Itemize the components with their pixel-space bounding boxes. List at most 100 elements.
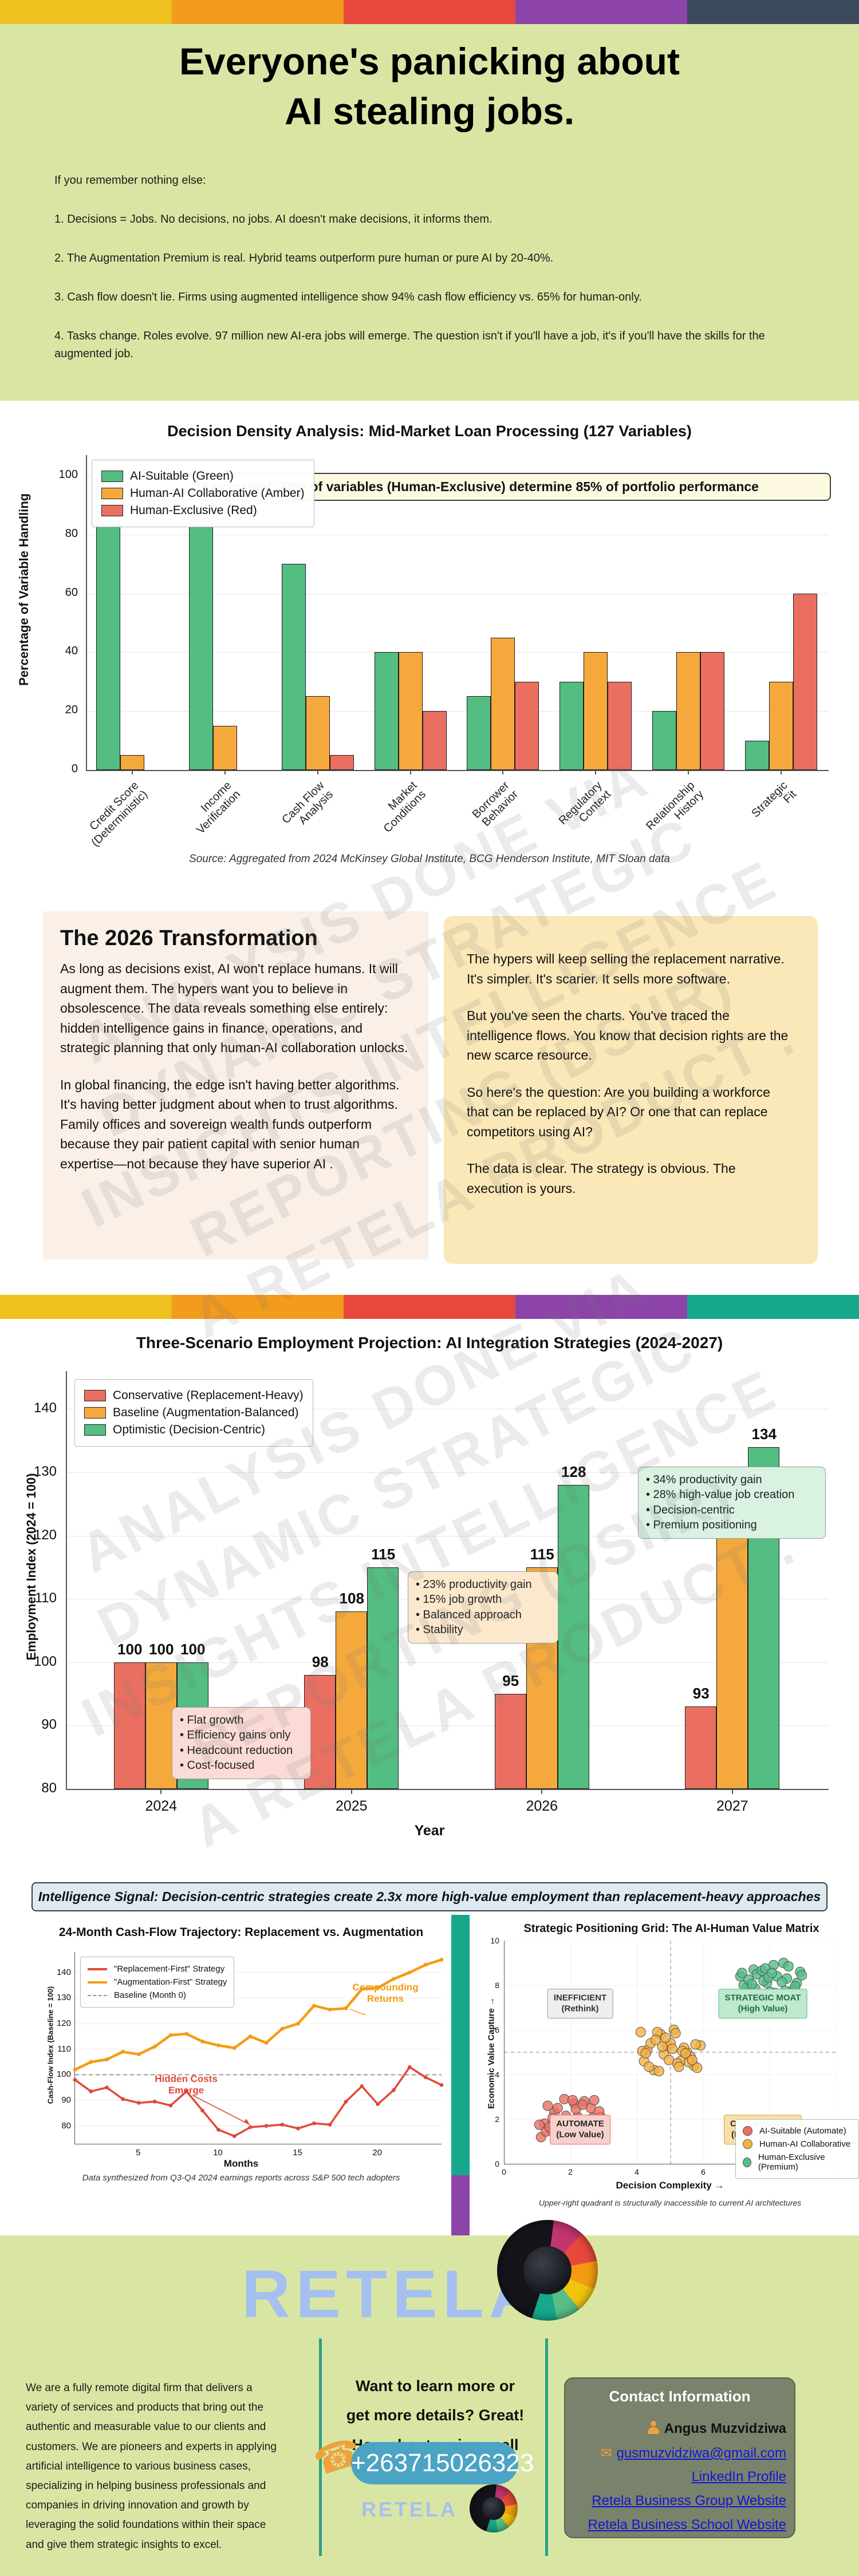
intro-list: If you remember nothing else: 1. Decisio…	[54, 172, 816, 384]
legend-swatch	[743, 2157, 751, 2167]
matrix-ylabel: Economic Value Capture →	[486, 1997, 497, 2109]
legend-label: Baseline (Month 0)	[114, 1990, 186, 2000]
transformation-left-box: The 2026 Transformation As long as decis…	[43, 911, 428, 1259]
legend-label: Human-Exclusive (Red)	[130, 504, 257, 517]
bar	[769, 681, 794, 770]
ytick-label: 100	[58, 468, 78, 481]
phone-number-pill[interactable]: +263715026323	[351, 2442, 534, 2484]
legend-swatch	[743, 2139, 752, 2149]
transformation-right-p2: But you've seen the charts. You've trace…	[467, 1008, 789, 1062]
bar-value-label: 115	[530, 1545, 554, 1563]
quadrant-label: STRATEGIC MOAT (High Value)	[718, 1989, 807, 2018]
bar	[281, 564, 306, 770]
business-school-link[interactable]: Retela Business School Website	[588, 2517, 786, 2532]
contact-name: Angus Muzvidziwa	[664, 2421, 786, 2436]
decision-density-chart: Decision Density Analysis: Mid-Market Lo…	[0, 401, 859, 893]
footer-about: We are a fully remote digital firm that …	[26, 2382, 277, 2551]
ytick-label: 60	[65, 586, 78, 599]
contact-title: Contact Information	[609, 2388, 751, 2405]
retela-logo-small	[470, 2484, 518, 2532]
divider-strip-teal	[451, 1915, 470, 2175]
chart2-callout: • 23% productivity gain • 15% job growth…	[408, 1571, 558, 1643]
legend-row: Baseline (Augmentation-Balanced)	[84, 1406, 304, 1420]
ytick-label: 6	[495, 2025, 499, 2034]
purple-connector	[452, 2198, 470, 2237]
cashflow-caption: Data synthesized from Q3-Q4 2024 earning…	[82, 2173, 400, 2183]
xtick-mark	[502, 770, 504, 775]
legend-label: Conservative (Replacement-Heavy)	[113, 1389, 304, 1402]
xtick-mark	[409, 770, 411, 775]
legend-row: Optimistic (Decision-Centric)	[84, 1423, 304, 1437]
xtick-mark	[541, 1789, 543, 1794]
ytick-label: 0	[495, 2159, 499, 2168]
footer-divider-left	[319, 2338, 322, 2556]
bar	[676, 652, 701, 770]
ytick-label: 20	[65, 704, 78, 717]
bar-value-label: 100	[180, 1640, 206, 1658]
xtick-mark	[350, 1789, 352, 1794]
ytick-label: 90	[41, 1717, 57, 1733]
contact-email-link[interactable]: gusmuzvidziwa@gmail.com	[616, 2445, 786, 2461]
chart1-legend: AI-Suitable (Green) Human-AI Collaborativ…	[92, 460, 314, 527]
xtick-mark	[160, 1789, 162, 1794]
bar	[145, 1662, 177, 1789]
page-title: Everyone's panicking about AI stealing j…	[0, 24, 859, 136]
brand-wordmark: RETELA	[242, 2257, 543, 2332]
chart2-xlabel: Year	[414, 1823, 445, 1839]
ytick-label: 100	[33, 1653, 57, 1669]
stripe-segment	[344, 1295, 515, 1319]
xtick-mark	[781, 770, 782, 775]
chart2-ylabel: Employment Index (2024 = 100)	[24, 1473, 38, 1661]
footer-wordmark-small: RETELA	[361, 2498, 458, 2521]
top-color-stripe	[0, 0, 859, 24]
intelligence-banner-section: Intelligence Signal: Decision-centric st…	[0, 1878, 859, 1918]
stripe-segment	[515, 1295, 687, 1319]
bar	[374, 652, 399, 770]
stripe-segment	[172, 0, 344, 24]
gridline	[87, 711, 829, 712]
business-group-link[interactable]: Retela Business Group Website	[592, 2493, 786, 2508]
intro-lead: If you remember nothing else:	[54, 174, 206, 187]
ytick-label: 80	[65, 527, 78, 540]
legend-swatch	[101, 505, 123, 516]
matrix-caption: Upper-right quadrant is structurally ina…	[538, 2198, 802, 2207]
bar	[336, 1611, 368, 1789]
linkedin-link[interactable]: LinkedIn Profile	[691, 2469, 786, 2484]
bar	[494, 1694, 526, 1789]
email-icon: ✉	[600, 2445, 612, 2461]
ytick-label: 140	[56, 1967, 71, 1977]
bar-value-label: 128	[561, 1463, 586, 1481]
ytick-label: 2	[495, 2115, 499, 2124]
bar	[422, 711, 447, 770]
cashflow-xlabel: Months	[223, 2158, 259, 2169]
xtick-label: 20	[372, 2148, 383, 2158]
contact-name-row: Angus Muzvidziwa	[647, 2421, 786, 2437]
bar	[120, 755, 144, 770]
employment-projection-chart: Three-Scenario Employment Projection: AI…	[0, 1319, 859, 1878]
chart2-callout: • Flat growth • Efficiency gains only • …	[172, 1707, 311, 1779]
legend-label: Human-AI Collaborative	[759, 2139, 851, 2149]
transformation-right-p3: So here's the question: Are you building…	[467, 1084, 770, 1139]
mid-color-stripe	[0, 1295, 859, 1319]
intro-item-2: 2. The Augmentation Premium is real. Hyb…	[54, 252, 554, 264]
bar	[716, 1516, 748, 1789]
ytick-label: 130	[33, 1463, 57, 1479]
legend-swatch	[101, 488, 123, 499]
legend-row: Human-AI Collaborative	[743, 2139, 852, 2149]
legend-label: AI-Suitable (Green)	[130, 469, 234, 483]
transformation-right-box: The hypers will keep selling the replace…	[444, 916, 818, 1264]
gridline	[67, 1472, 829, 1473]
bar-value-label: 98	[312, 1653, 329, 1670]
ytick-label: 0	[71, 762, 78, 775]
ytick-label: 10	[490, 1936, 499, 1945]
transformation-right-p4: The data is clear. The strategy is obvio…	[467, 1161, 736, 1196]
stripe-segment	[0, 1295, 172, 1319]
intro-item-3: 3. Cash flow doesn't lie. Firms using au…	[54, 291, 642, 303]
legend-row: Human-AI Collaborative (Amber)	[101, 487, 305, 500]
transformation-left-p1: As long as decisions exist, AI won't rep…	[60, 961, 408, 1055]
legend-swatch	[88, 1994, 107, 1996]
legend-swatch	[84, 1390, 106, 1401]
gridline	[67, 1662, 829, 1663]
legend-swatch	[88, 1967, 107, 1970]
